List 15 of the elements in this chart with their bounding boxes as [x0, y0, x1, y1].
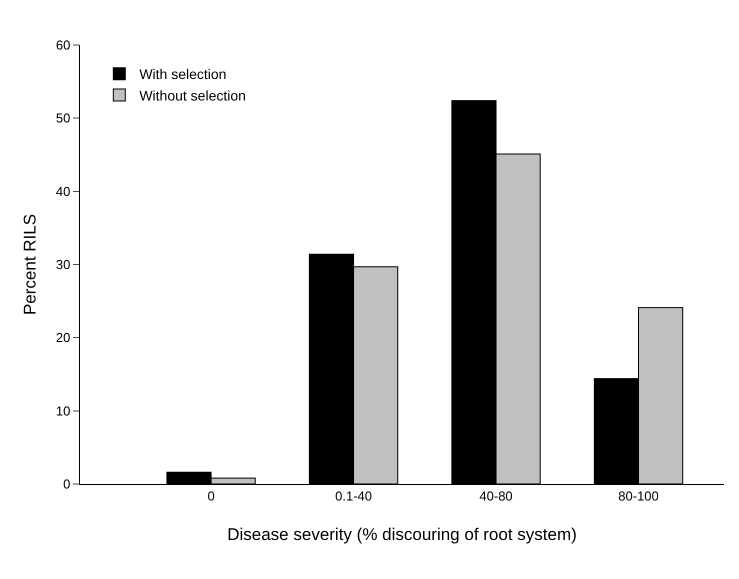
y-tick-label: 40	[56, 184, 70, 199]
y-tick-label: 20	[56, 330, 70, 346]
legend-label: With selection	[139, 66, 226, 82]
y-tick-label: 60	[56, 38, 70, 53]
x-tick-label: 80-100	[618, 488, 659, 504]
x-axis-title: Disease severity (% discouring of root system)	[227, 525, 577, 544]
x-tick-label: 0	[207, 488, 215, 504]
y-tick-label: 30	[56, 257, 70, 272]
y-tick-label: 50	[56, 110, 70, 126]
x-tick-label: 40-80	[479, 488, 513, 504]
legend-label: Without selection	[139, 87, 246, 104]
y-axis-title: Percent RILS	[20, 214, 40, 316]
y-tick-label: 0	[63, 476, 70, 492]
y-tick-label: 10	[56, 403, 70, 418]
x-tick-label: 0.1-40	[335, 488, 372, 504]
